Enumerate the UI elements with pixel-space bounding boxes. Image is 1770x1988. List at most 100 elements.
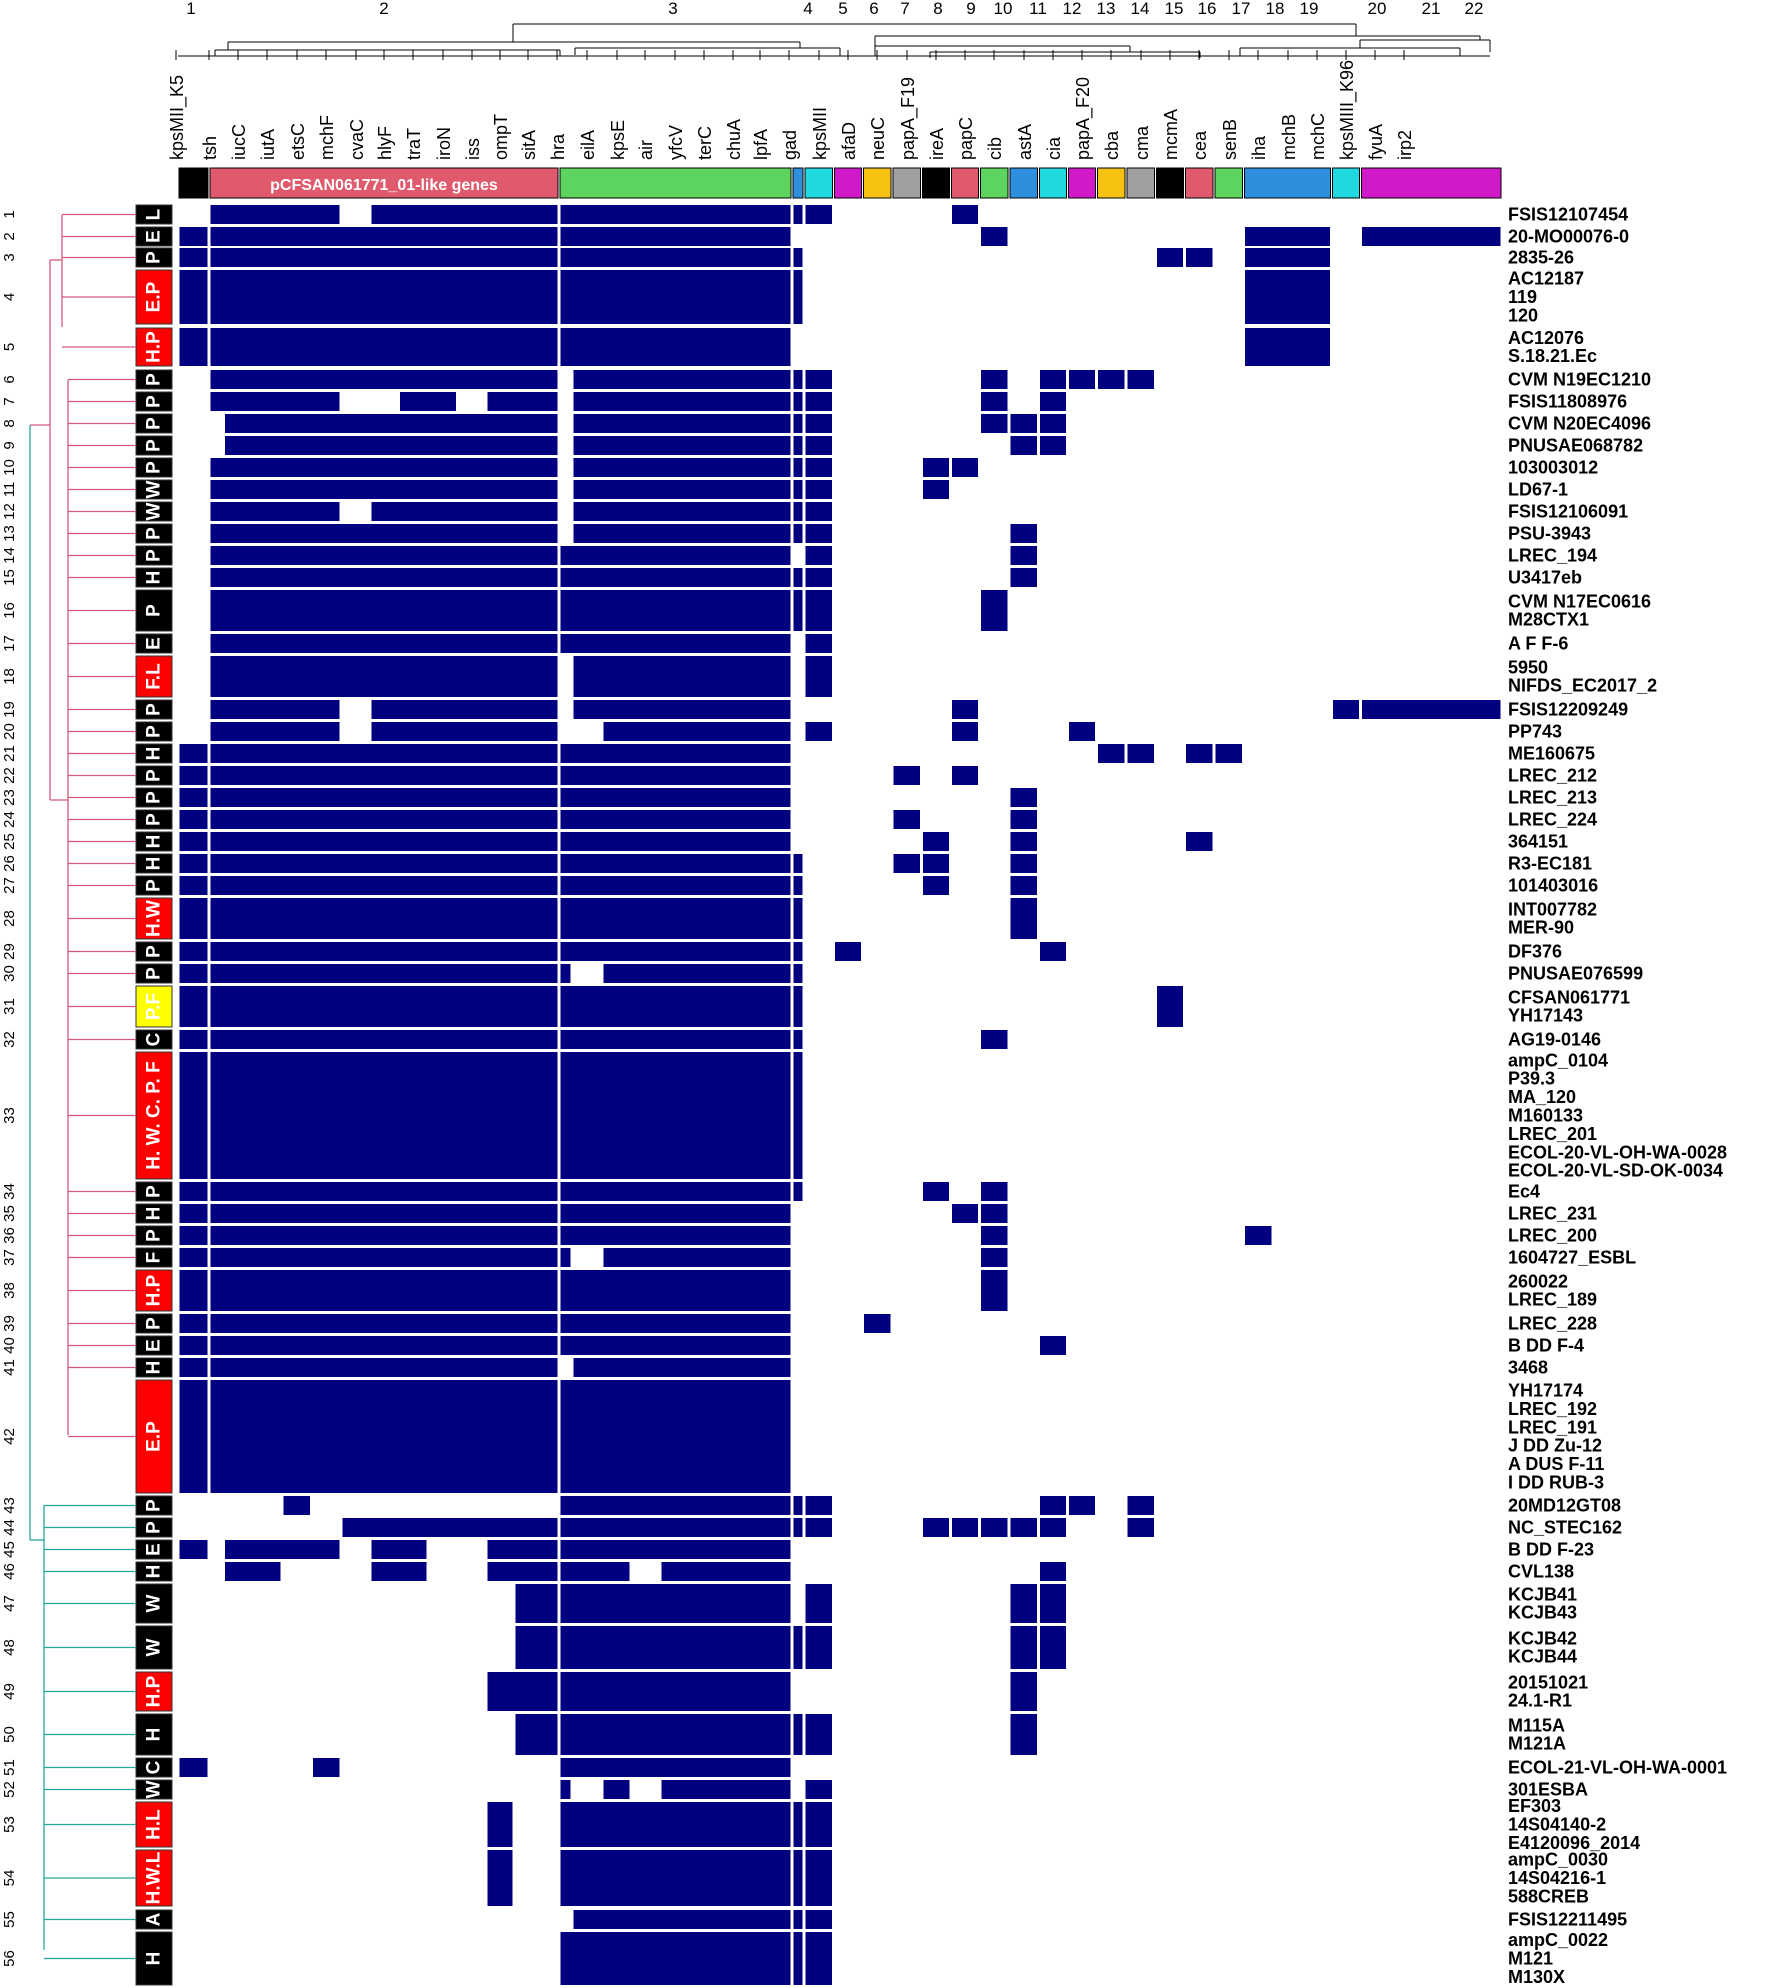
column-number-4: 4: [803, 0, 812, 18]
source-label-53: H.L: [144, 1809, 165, 1840]
cell-row10-col26: [923, 458, 949, 477]
gene-group-2: [559, 167, 792, 199]
strain-label: R3-EC181: [1508, 854, 1592, 874]
cell-row17-col13-20: [560, 634, 791, 653]
cell-row37-col13: [560, 1248, 571, 1267]
cell-row29-col23: [835, 942, 861, 961]
cell-row37-col28: [981, 1248, 1008, 1267]
row-number-26: 26: [1, 855, 18, 872]
cell-row36-col28: [981, 1226, 1008, 1245]
strain-label: FSIS11808976: [1508, 392, 1627, 412]
gene-label-hra: hra: [548, 133, 568, 160]
strain-label: LREC_200: [1508, 1226, 1597, 1246]
cell-row44-col29: [1010, 1518, 1037, 1537]
strain-label: AC12076: [1508, 328, 1584, 348]
cell-row11-col26: [923, 480, 949, 499]
gene-group-4: [804, 167, 833, 199]
source-label-39: P: [144, 1317, 165, 1330]
cell-row29-col30: [1040, 942, 1066, 961]
cell-row36-col1-12: [210, 1226, 558, 1245]
column-number-7: 7: [900, 0, 909, 18]
source-box-18: [135, 655, 173, 698]
source-box-42: [135, 1379, 173, 1494]
cell-row28-col0: [179, 898, 208, 939]
row-number-34: 34: [1, 1183, 18, 1200]
strain-label: PNUSAE076599: [1508, 964, 1643, 984]
column-cluster-numbers: 1 2 3 4 5 6 7 8 9 10 11 12 13 14 15 16 17 18 19 20 21 22: [186, 0, 1483, 18]
strain-label: ME160675: [1508, 744, 1595, 764]
gene-label-etsC: etsC: [288, 123, 308, 160]
strain-label: J DD Zu-12: [1508, 1436, 1602, 1456]
gene-group-15: [1126, 167, 1155, 199]
cell-row15-col21: [793, 568, 803, 587]
strain-label: DF376: [1508, 942, 1562, 962]
strain-label: AC12187: [1508, 269, 1584, 289]
cell-row54-col13-20: [560, 1850, 791, 1906]
gene-label-iroN: iroN: [434, 127, 454, 160]
source-label-36: P: [144, 1229, 165, 1242]
source-label-27: P: [144, 879, 165, 892]
source-label-14: P: [144, 549, 165, 562]
strain-label: ampC_0030: [1508, 1850, 1608, 1870]
row-number-15: 15: [1, 569, 18, 586]
cell-row14-col13-20: [560, 546, 791, 565]
gene-group-label: pCFSAN061771_01-like genes: [270, 177, 498, 194]
cell-row48-col21: [793, 1626, 803, 1669]
row-cluster-numbers: 1234567891011121314151617181920212223242…: [1, 210, 18, 1967]
source-label-32: C: [144, 1032, 165, 1046]
cell-row45-col2-5: [225, 1540, 340, 1559]
cell-row28-col1-12: [210, 898, 558, 939]
gene-group-10: [980, 167, 1009, 199]
cell-row2-col1-12: [210, 227, 558, 246]
source-label-48: W: [144, 1638, 165, 1656]
cell-row10-col1-12: [210, 458, 558, 477]
cell-row21-col0: [179, 744, 208, 763]
cell-row44-col13-20: [560, 1518, 791, 1537]
strain-label: 101403016: [1508, 876, 1598, 896]
column-number-3: 3: [668, 0, 677, 18]
cell-row46-col30: [1040, 1562, 1066, 1581]
column-number-15: 15: [1165, 0, 1184, 18]
cell-row2-col37-39: [1245, 227, 1330, 246]
source-label-40: E: [144, 1339, 165, 1352]
strain-label: KCJB43: [1508, 1603, 1577, 1623]
row-number-46: 46: [1, 1563, 18, 1580]
row-number-9: 9: [1, 441, 18, 449]
cell-row7-col28: [981, 392, 1008, 411]
strain-label: LREC_189: [1508, 1290, 1597, 1310]
column-number-16: 16: [1198, 0, 1217, 18]
cell-row50-col13-20: [560, 1714, 791, 1755]
cell-row16-col21: [793, 590, 803, 631]
cell-row9-col14-20: [573, 436, 791, 455]
cell-row42-col1-12: [210, 1380, 558, 1493]
cell-row48-col13-20: [560, 1626, 791, 1669]
cell-row48-col22: [805, 1626, 832, 1669]
row-number-28: 28: [1, 910, 18, 927]
cell-row1-col27: [952, 205, 978, 224]
source-label-22: P: [144, 769, 165, 782]
cell-row26-col21: [793, 854, 803, 873]
strain-label: LREC_192: [1508, 1399, 1597, 1419]
gene-label-iutA: iutA: [258, 129, 278, 160]
column-number-9: 9: [966, 0, 975, 18]
column-number-14: 14: [1131, 0, 1150, 18]
row-number-37: 37: [1, 1249, 18, 1266]
strain-label: 301ESBA: [1508, 1780, 1588, 1800]
cell-row36-col0: [179, 1226, 208, 1245]
row-number-40: 40: [1, 1337, 18, 1354]
cell-row43-col30: [1040, 1496, 1066, 1515]
cell-row8-col29: [1010, 414, 1037, 433]
row-number-30: 30: [1, 965, 18, 982]
cell-row33-col21: [793, 1052, 803, 1179]
strain-label: 20MD12GT08: [1508, 1496, 1621, 1516]
source-label-13: P: [144, 527, 165, 540]
cell-row26-col29: [1010, 854, 1037, 873]
gene-label-lpfA: lpfA: [751, 129, 771, 160]
cell-row24-col0: [179, 810, 208, 829]
cell-row32-col28: [981, 1030, 1008, 1049]
row-number-1: 1: [1, 210, 18, 218]
cell-row30-col15-20: [603, 964, 791, 983]
cell-row48-col29: [1010, 1626, 1037, 1669]
source-label-34: P: [144, 1185, 165, 1198]
cell-row10-col14-20: [573, 458, 791, 477]
